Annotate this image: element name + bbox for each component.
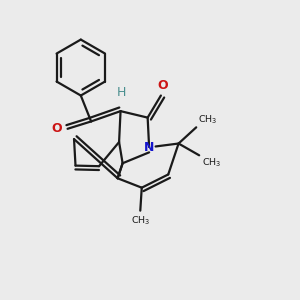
Text: O: O: [52, 122, 62, 135]
Text: O: O: [157, 79, 168, 92]
Text: N: N: [144, 141, 154, 154]
Text: H: H: [116, 86, 126, 99]
Text: CH$_3$: CH$_3$: [198, 113, 217, 126]
Text: CH$_3$: CH$_3$: [130, 214, 150, 227]
Text: CH$_3$: CH$_3$: [202, 157, 221, 169]
